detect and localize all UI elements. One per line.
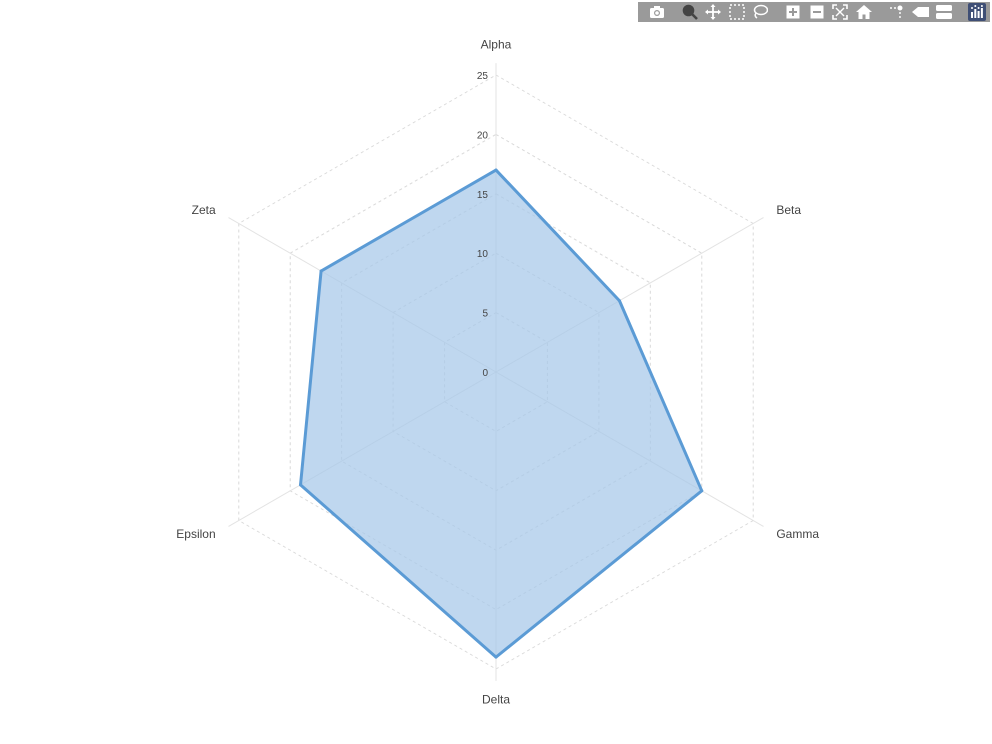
zoom-icon	[682, 4, 698, 20]
radial-tick-label: 25	[477, 71, 489, 82]
data-point-beta	[617, 299, 621, 303]
spike-lines-button[interactable]	[886, 2, 907, 22]
data-point-alpha	[494, 168, 498, 172]
lasso-select-button[interactable]	[750, 2, 771, 22]
category-label-gamma: Gamma	[776, 527, 819, 541]
zoom-button[interactable]	[679, 2, 700, 22]
zoom-in-button[interactable]	[783, 2, 804, 22]
autoscale-icon	[832, 4, 849, 20]
hover-closest-icon	[911, 6, 930, 18]
data-point-delta	[494, 655, 498, 659]
reset-axes-icon	[855, 5, 872, 19]
category-label-alpha: Alpha	[481, 37, 512, 51]
camera-icon	[649, 5, 665, 19]
pan-button[interactable]	[703, 2, 724, 22]
radial-tick-label: 5	[482, 309, 488, 320]
radial-tick-label: 10	[477, 249, 489, 260]
plotly-logo-icon	[968, 3, 987, 21]
lasso-select-icon	[752, 4, 769, 20]
plotly-logo-button[interactable]	[966, 2, 987, 22]
modebar	[638, 2, 990, 22]
data-point-epsilon	[299, 483, 303, 487]
box-select-button[interactable]	[726, 2, 747, 22]
pan-icon	[705, 4, 722, 20]
hover-closest-button[interactable]	[910, 2, 931, 22]
hover-compare-icon	[935, 4, 953, 20]
category-label-epsilon: Epsilon	[176, 527, 215, 541]
zoom-out-icon	[810, 5, 824, 19]
radial-tick-label: 15	[477, 190, 489, 201]
zoom-out-button[interactable]	[806, 2, 827, 22]
category-label-beta: Beta	[776, 203, 801, 217]
box-select-icon	[729, 4, 745, 20]
camera-button[interactable]	[646, 2, 667, 22]
category-label-delta: Delta	[482, 693, 510, 707]
radial-tick-label: 0	[482, 368, 488, 379]
spike-lines-icon	[889, 4, 905, 20]
data-point-zeta	[319, 269, 323, 273]
autoscale-button[interactable]	[830, 2, 851, 22]
radial-tick-label: 20	[477, 130, 489, 141]
series-area-0	[299, 168, 704, 659]
data-point-gamma	[700, 489, 704, 493]
hover-compare-button[interactable]	[933, 2, 954, 22]
category-label-zeta: Zeta	[192, 203, 216, 217]
zoom-in-icon	[786, 5, 800, 19]
reset-axes-button[interactable]	[853, 2, 874, 22]
